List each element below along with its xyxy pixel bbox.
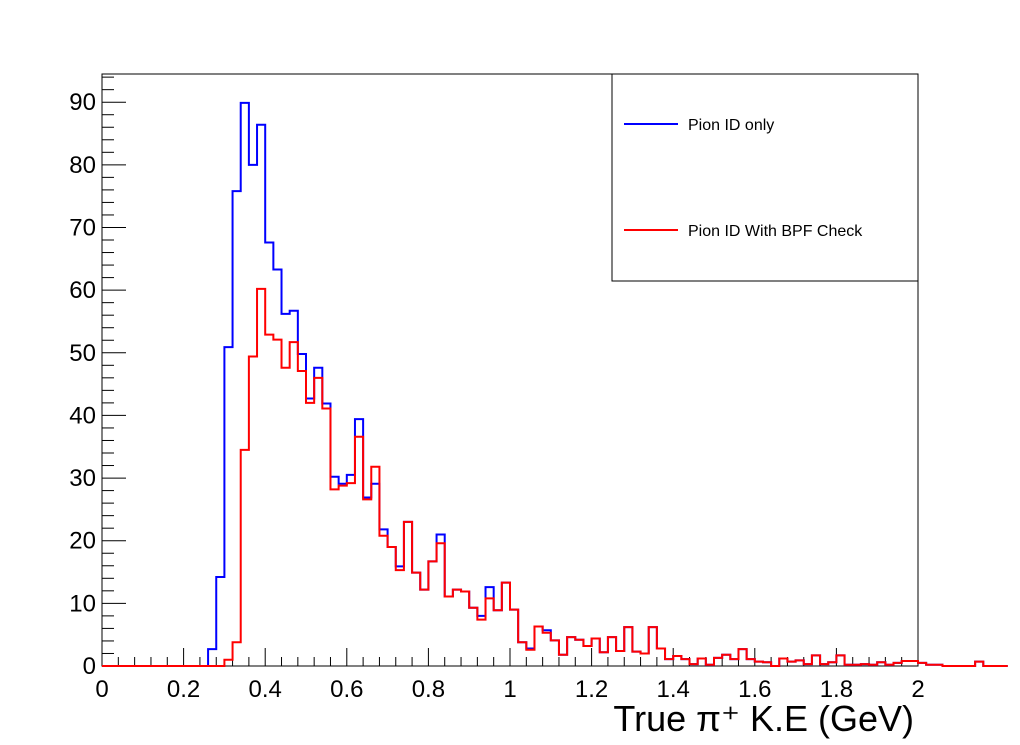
y-tick-label: 90 — [69, 89, 96, 116]
x-tick-label: 0.6 — [330, 676, 363, 703]
histogram-series-1 — [102, 287, 1008, 667]
legend-label-series-1: Pion ID With BPF Check — [688, 223, 863, 240]
y-tick-label: 0 — [83, 653, 96, 680]
x-tick-label: 0.8 — [412, 676, 445, 703]
x-tick-label: 1.8 — [820, 676, 853, 703]
x-tick-label: 1.6 — [738, 676, 771, 703]
x-tick-label: 0 — [95, 676, 108, 703]
x-tick-label: 1.4 — [657, 676, 690, 703]
legend: Pion ID only Pion ID With BPF Check — [611, 73, 919, 282]
y-tick-label: 80 — [69, 152, 96, 179]
y-tick-label: 60 — [69, 277, 96, 304]
x-tick-label: 1 — [503, 676, 516, 703]
y-tick-label: 70 — [69, 214, 96, 241]
x-tick-label: 1.2 — [575, 676, 608, 703]
x-tick-label: 2 — [911, 676, 924, 703]
y-axis: 0 10 20 30 40 50 60 70 80 90 — [69, 76, 126, 680]
x-tick-label: 0.2 — [167, 676, 200, 703]
x-axis: 0 0.2 0.4 0.6 0.8 1 1.2 1.4 1.6 1.8 2 — [95, 648, 925, 703]
x-tick-label: 0.4 — [249, 676, 282, 703]
legend-box — [611, 73, 919, 282]
x-axis-title: True π⁺ K.E (GeV) — [613, 698, 914, 739]
y-tick-label: 50 — [69, 340, 96, 367]
y-tick-label: 10 — [69, 590, 96, 617]
legend-label-series-0: Pion ID only — [688, 117, 774, 134]
y-tick-label: 20 — [69, 528, 96, 555]
series-layer — [102, 101, 1008, 667]
y-tick-label: 40 — [69, 402, 96, 429]
y-tick-label: 30 — [69, 465, 96, 492]
